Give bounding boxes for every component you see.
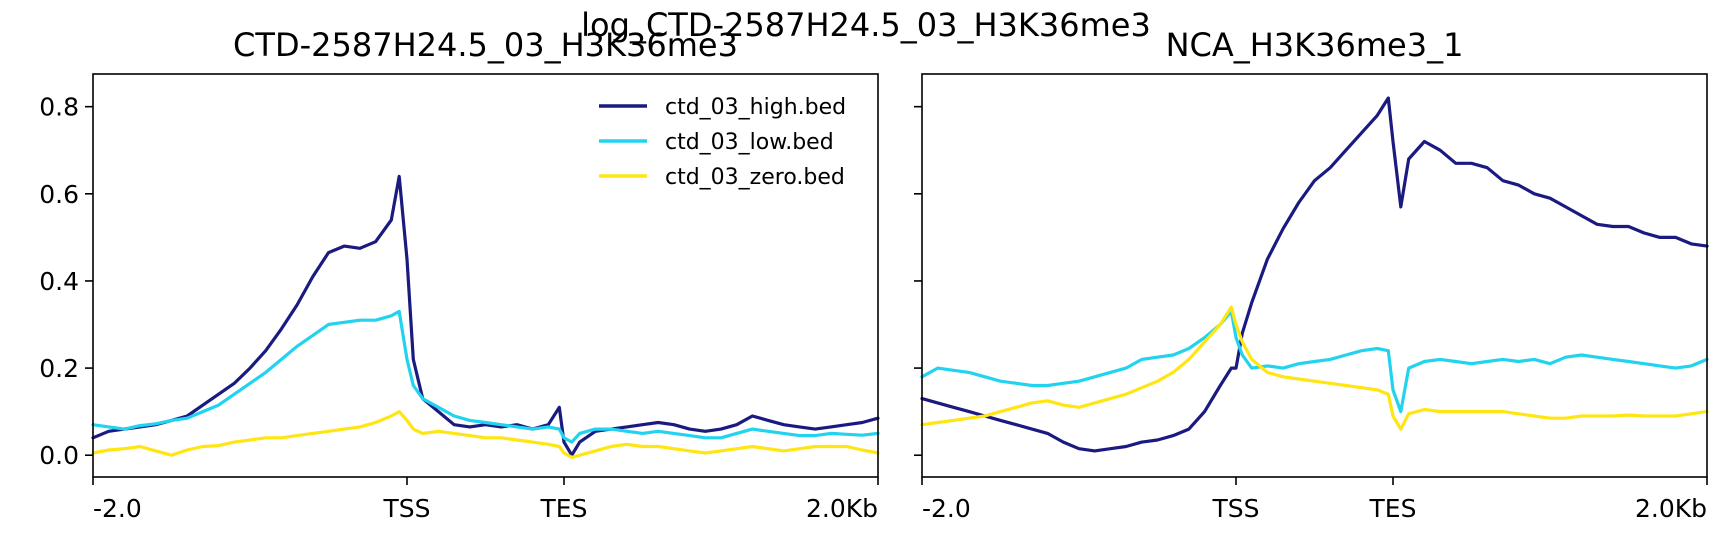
- x-tick-label: TES: [1369, 494, 1417, 523]
- x-tick-label: 2.0Kb: [806, 494, 878, 523]
- panel-title: NCA_H3K36me3_1: [1166, 26, 1464, 64]
- panel-title: CTD-2587H24.5_03_H3K36me3: [233, 26, 738, 64]
- legend-label: ctd_03_low.bed: [665, 130, 834, 155]
- y-tick-label: 0.0: [39, 441, 79, 470]
- legend-label: ctd_03_zero.bed: [665, 165, 845, 190]
- y-tick-label: 0.6: [39, 180, 79, 209]
- x-tick-label: -2.0: [93, 494, 142, 523]
- x-tick-label: -2.0: [922, 494, 971, 523]
- chart-panel-2: NCA_H3K36me3_1 -2.0 TSS TES 2.0Kb: [914, 26, 1709, 523]
- y-tick-label: 0.8: [39, 93, 79, 122]
- plot-frame: [921, 73, 1708, 478]
- y-tick-label: 0.2: [39, 354, 79, 383]
- series-line-2: [91, 309, 880, 444]
- series-line-3: [920, 305, 1709, 431]
- series-line-1: [920, 96, 1709, 453]
- plot-frame: [92, 73, 879, 478]
- series-line-2: [920, 309, 1709, 414]
- chart-panel-1: CTD-2587H24.5_03_H3K36me3 0.0 0.2 0.4 0.6 0.8…: [39, 26, 880, 523]
- x-tick-label: TSS: [382, 494, 430, 523]
- x-tick-label: 2.0Kb: [1635, 494, 1707, 523]
- legend-label: ctd_03_high.bed: [665, 95, 846, 120]
- y-tick-label: 0.4: [39, 267, 79, 296]
- figure-suptitle: log_CTD-2587H24.5_03_H3K36me3: [581, 6, 1151, 44]
- series-line-1: [91, 174, 880, 457]
- x-tick-label: TES: [540, 494, 588, 523]
- series-line-3: [91, 410, 880, 459]
- x-tick-label: TSS: [1211, 494, 1259, 523]
